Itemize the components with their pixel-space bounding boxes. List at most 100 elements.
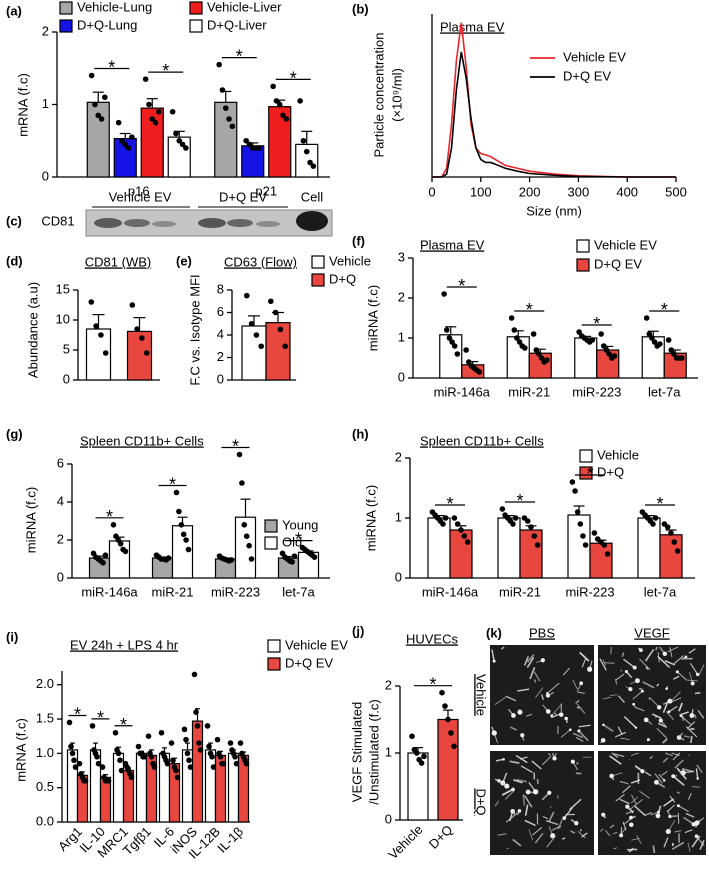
significance-label: * (458, 276, 465, 296)
data-point (112, 729, 119, 736)
data-point (105, 778, 112, 784)
data-point (117, 541, 124, 547)
significance-label: * (97, 708, 104, 728)
data-point (530, 331, 537, 337)
cell-body (639, 648, 643, 652)
cell-process (579, 651, 590, 662)
data-point (82, 778, 89, 784)
data-point (671, 351, 677, 357)
micrograph (490, 751, 594, 855)
x-tick-label: 0 (428, 184, 435, 199)
cell-process (614, 731, 627, 738)
x-tick-label: 400 (616, 184, 638, 199)
cell-process (546, 682, 560, 694)
cell-process (581, 658, 587, 668)
cell-process (501, 788, 514, 796)
cell-process (551, 704, 562, 716)
cell-process (545, 819, 559, 826)
data-point (115, 119, 122, 126)
cell-process (676, 767, 687, 780)
data-point (237, 740, 244, 746)
data-point (229, 123, 236, 130)
cell-process (677, 671, 687, 680)
data-point (88, 299, 95, 305)
cell-process (677, 805, 690, 813)
data-point (95, 112, 102, 119)
cell-process (688, 792, 692, 800)
data-point (674, 548, 681, 554)
cell-body (502, 758, 505, 761)
significance-label: * (236, 47, 243, 67)
cell-body (504, 783, 510, 789)
y-axis-label: mRNA (f.c) (15, 73, 30, 137)
y-tick-label: 0.5 (36, 779, 54, 794)
legend-swatch (189, 19, 203, 33)
data-point (508, 315, 515, 321)
cell-process (617, 695, 626, 703)
cell-process (569, 798, 582, 811)
x-tick-label: Vehicle (385, 822, 425, 862)
cell-process (534, 832, 544, 844)
micrograph (490, 645, 594, 745)
cell-process (578, 730, 589, 742)
data-point (194, 723, 201, 729)
cell-process (687, 842, 691, 853)
legend-label: D+Q EV (563, 68, 611, 83)
data-point (601, 542, 608, 548)
cell-process (695, 768, 699, 779)
data-point (664, 524, 671, 530)
y-tick-label: 6 (217, 304, 224, 319)
data-point (516, 339, 523, 345)
cell-process (494, 696, 506, 706)
panel-title: EV 24h + LPS 4 hr (70, 637, 179, 652)
data-point (511, 327, 518, 333)
cell-body (671, 774, 676, 779)
data-line (432, 22, 676, 178)
cell-process (577, 830, 586, 839)
cell-process (613, 753, 625, 758)
data-point (88, 72, 95, 79)
cell-process (619, 798, 630, 805)
data-point (679, 355, 685, 361)
legend-label: Vehicle (597, 447, 639, 462)
data-point (176, 508, 182, 515)
cell-process (561, 837, 566, 840)
cell-body (525, 789, 531, 795)
x-tick-label: miR-146a (422, 584, 479, 599)
cell-body (628, 687, 633, 692)
band (124, 219, 150, 227)
cell-process (510, 726, 518, 731)
significance-label: * (232, 437, 239, 457)
cell-body (665, 828, 671, 835)
significance-label: * (169, 475, 176, 495)
significance-label: * (516, 491, 523, 511)
cell-body (632, 665, 637, 670)
data-point (72, 764, 79, 770)
data-point (303, 148, 310, 155)
legend-label: D+Q (329, 271, 356, 286)
blot-panel: (c) CD81 Vehicle EV D+Q EV Cell (6, 189, 333, 237)
cell-body (667, 698, 673, 704)
x-tick-label: p16 (128, 183, 150, 198)
cell-body (520, 733, 525, 738)
x-tick-label: let-7a (644, 584, 677, 599)
cell-process (599, 828, 604, 832)
bar (407, 752, 429, 821)
data-point (68, 743, 74, 750)
significance-label: * (120, 715, 127, 735)
bar (637, 517, 661, 579)
significance-label: * (108, 58, 115, 78)
data-point (248, 556, 255, 562)
cell-process (602, 724, 614, 733)
bar (497, 517, 521, 579)
cell-process (662, 701, 669, 713)
cell-process (667, 646, 679, 653)
data-line (432, 51, 676, 178)
data-point (76, 760, 83, 767)
data-point (449, 339, 455, 345)
y-tick-label: 0 (395, 569, 402, 584)
cell-process (526, 656, 535, 669)
data-point (197, 747, 204, 753)
data-point (253, 332, 260, 338)
data-point (191, 671, 198, 678)
